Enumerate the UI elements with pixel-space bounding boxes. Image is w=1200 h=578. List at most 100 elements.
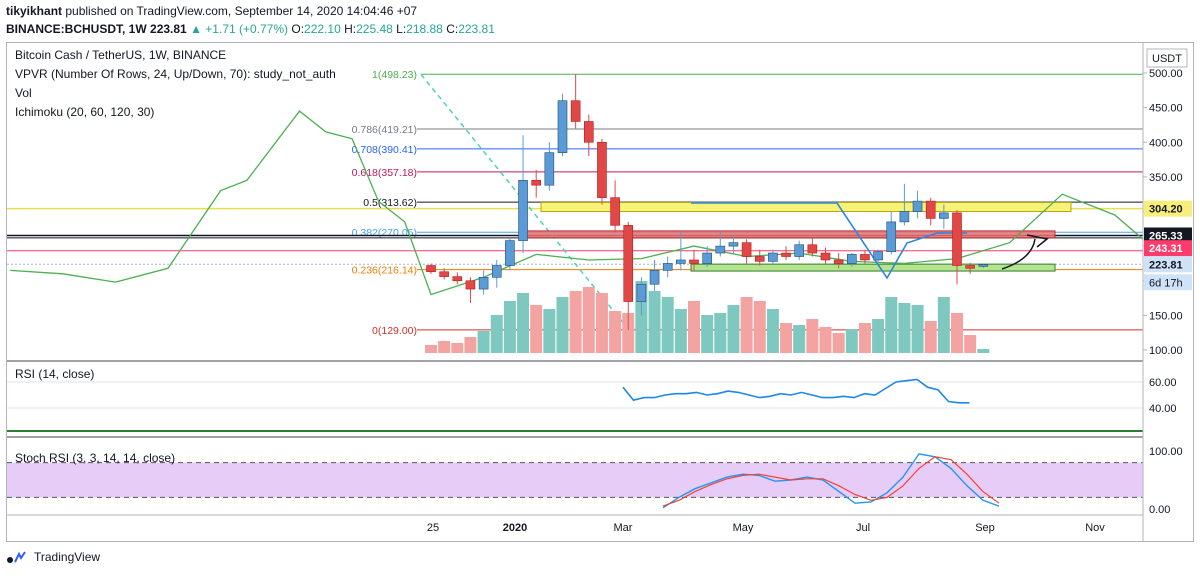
candle-body xyxy=(939,212,949,219)
volume-bar xyxy=(753,301,766,353)
kijun-line xyxy=(691,202,967,280)
legend-vol[interactable]: Vol xyxy=(15,86,32,100)
legend-ichimoku[interactable]: Ichimoku (20, 60, 120, 30) xyxy=(15,105,154,119)
candle-body xyxy=(439,271,449,277)
volume-bar xyxy=(885,297,898,353)
volume-bar xyxy=(740,297,753,353)
support-zone xyxy=(690,263,1056,272)
published-text: published on TradingView.com, September … xyxy=(65,4,418,18)
volume-bar xyxy=(911,305,924,353)
volume-bar xyxy=(951,313,963,353)
volume-bar xyxy=(977,349,990,353)
candle-body xyxy=(636,283,647,302)
time-label: Nov xyxy=(1085,522,1105,534)
time-label: Sep xyxy=(975,522,995,534)
author-name[interactable]: tikyikhant xyxy=(6,4,63,18)
chart-legend: Bitcoin Cash / TetherUS, 1W, BINANCE VPV… xyxy=(15,48,336,465)
candle-body xyxy=(886,221,897,252)
candle-body xyxy=(557,100,568,153)
publish-info: tikyikhant published on TradingView.com,… xyxy=(6,4,417,18)
close-label: C: xyxy=(446,22,459,36)
volume-bar xyxy=(924,321,937,353)
low-value: 218.88 xyxy=(406,22,443,36)
candle-body xyxy=(794,244,805,257)
volume-bar xyxy=(490,315,503,353)
volume-bar xyxy=(858,323,871,353)
candle-body xyxy=(689,259,699,264)
low-label: L: xyxy=(396,22,407,36)
countdown-label: 6d 17h xyxy=(1149,277,1183,289)
time-label: Jul xyxy=(856,522,870,534)
fib-label: 0(129.00) xyxy=(372,325,417,337)
volume-bar xyxy=(688,301,700,353)
chart-frame[interactable]: 1(498.23) 0.786(419.21) 0.708(390.41) 0.618… xyxy=(6,42,1200,542)
rsi-tick-label: 60.00 xyxy=(1149,377,1177,389)
candle-body xyxy=(649,270,660,285)
volume-bar xyxy=(898,303,911,353)
candle-body xyxy=(518,180,528,241)
stoch-tick-label: 0.00 xyxy=(1149,504,1170,516)
candle-body xyxy=(597,141,607,198)
price-tick-label: 500.00 xyxy=(1149,68,1183,80)
candle-body xyxy=(768,252,778,262)
currency-button[interactable] xyxy=(1146,48,1188,68)
volume-bar xyxy=(451,343,464,353)
price-badge-label: 304.20 xyxy=(1149,204,1183,216)
price-badge-label: 223.81 xyxy=(1149,259,1183,271)
candle-body xyxy=(820,252,831,261)
rsi-tick-label: 40.00 xyxy=(1149,403,1177,415)
candle-body xyxy=(741,242,752,257)
fib-label: 0.786(419.21) xyxy=(352,124,417,136)
time-axis[interactable]: 25 2020 Mar May Jul Sep Nov xyxy=(427,522,1105,534)
volume-bar xyxy=(845,329,858,353)
volume-bar xyxy=(582,287,595,353)
fib-label: 0.618(357.18) xyxy=(352,167,417,179)
open-label: O: xyxy=(291,22,305,36)
stoch-label[interactable]: Stoch RSI (3, 3, 14, 14, close) xyxy=(15,451,175,465)
candle-body xyxy=(531,180,542,186)
legend-title[interactable]: Bitcoin Cash / TetherUS, 1W, BINANCE xyxy=(15,48,226,62)
time-label: 25 xyxy=(427,522,439,534)
volume-bar xyxy=(714,313,727,353)
candle-body xyxy=(899,211,910,223)
high-value: 225.48 xyxy=(356,22,393,36)
price-badge xyxy=(1144,227,1192,244)
tradingview-logo-icon[interactable] xyxy=(6,549,28,565)
volume-bar xyxy=(477,331,490,353)
candle-body xyxy=(702,252,712,264)
candle-body xyxy=(610,197,620,226)
fib-label: 0.236(216.14) xyxy=(352,265,417,277)
candle-body xyxy=(478,276,489,290)
brand-name[interactable]: TradingView xyxy=(34,550,101,564)
volume-bar xyxy=(780,323,793,353)
price-axis[interactable]: USDT 500.00450.00400.00350.00300.00250.0… xyxy=(1142,43,1193,541)
symbol-name[interactable]: BINANCE:BCHUSDT, 1W xyxy=(6,22,147,36)
volume-bar xyxy=(727,305,740,353)
volume-bar xyxy=(806,319,819,353)
chart-svg[interactable]: 1(498.23) 0.786(419.21) 0.708(390.41) 0.618… xyxy=(7,43,1200,541)
rsi-line xyxy=(622,378,970,404)
volume-bar xyxy=(964,335,977,353)
volume-bar xyxy=(569,291,582,353)
volume-bar xyxy=(832,333,845,353)
volume-bar xyxy=(872,319,885,353)
volume-bar xyxy=(661,297,674,353)
arrow-head-icon xyxy=(1026,234,1049,248)
volume-bar xyxy=(622,313,635,353)
volume-bar xyxy=(819,327,832,353)
price-tick-label: 450.00 xyxy=(1149,103,1183,115)
candle-body xyxy=(715,245,726,254)
candle-body xyxy=(728,242,739,247)
close-value: 223.81 xyxy=(458,22,495,36)
fib-label: 1(498.23) xyxy=(372,69,417,81)
price-badge xyxy=(1144,256,1192,273)
rsi-label[interactable]: RSI (14, close) xyxy=(15,367,94,381)
candle-body xyxy=(833,259,844,264)
candle-body xyxy=(623,225,634,302)
stoch-band xyxy=(7,462,1143,498)
volume-bar xyxy=(595,293,608,353)
time-label: 2020 xyxy=(503,522,527,534)
legend-vpvr[interactable]: VPVR (Number Of Rows, 24, Up/Down, 70): … xyxy=(15,67,336,81)
volume-bar xyxy=(530,305,543,353)
candle-body xyxy=(662,263,673,271)
